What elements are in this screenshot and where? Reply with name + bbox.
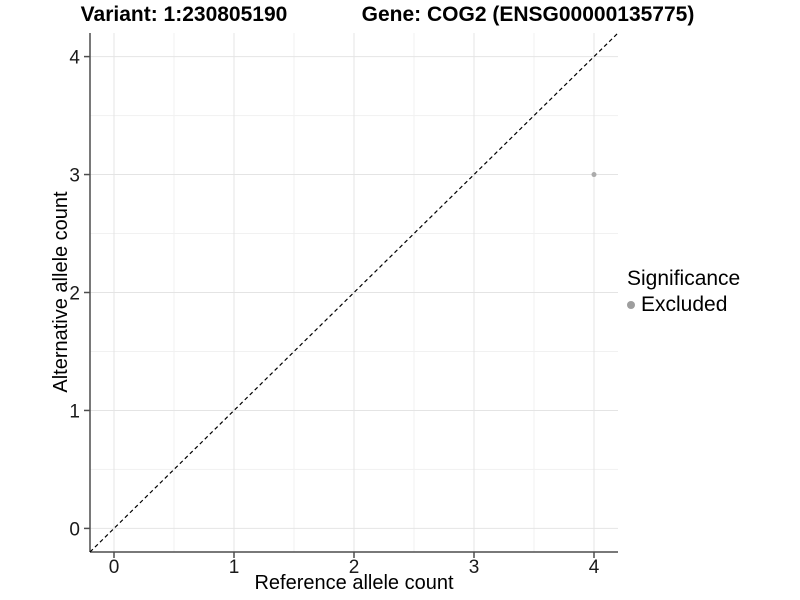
y-tick-label: 1 bbox=[69, 401, 80, 422]
y-axis-title: Alternative allele count bbox=[50, 191, 72, 393]
legend-item-label: Excluded bbox=[641, 293, 728, 316]
y-tick-label: 0 bbox=[69, 519, 80, 540]
y-tick-label: 2 bbox=[69, 284, 80, 305]
legend-title: Significance bbox=[627, 267, 741, 290]
y-tick-label: 3 bbox=[69, 166, 80, 187]
data-point bbox=[591, 172, 597, 178]
plot-title-variant: Variant: 1:230805190 bbox=[80, 3, 288, 26]
x-axis-title: Reference allele count bbox=[254, 572, 454, 594]
x-tick-label: 3 bbox=[469, 557, 480, 578]
y-tick-label: 4 bbox=[69, 48, 80, 69]
legend-point-icon bbox=[627, 301, 635, 309]
plot-title-gene: Gene: COG2 (ENSG00000135775) bbox=[361, 3, 695, 26]
identity-dashed-line bbox=[89, 32, 619, 553]
legend-item-excluded: Excluded bbox=[627, 293, 740, 317]
x-tick-label: 4 bbox=[589, 557, 600, 578]
x-tick-label: 0 bbox=[109, 557, 120, 578]
x-tick-label: 2 bbox=[349, 557, 360, 578]
x-tick-label: 1 bbox=[229, 557, 240, 578]
legend: Significance Excluded bbox=[627, 266, 740, 317]
